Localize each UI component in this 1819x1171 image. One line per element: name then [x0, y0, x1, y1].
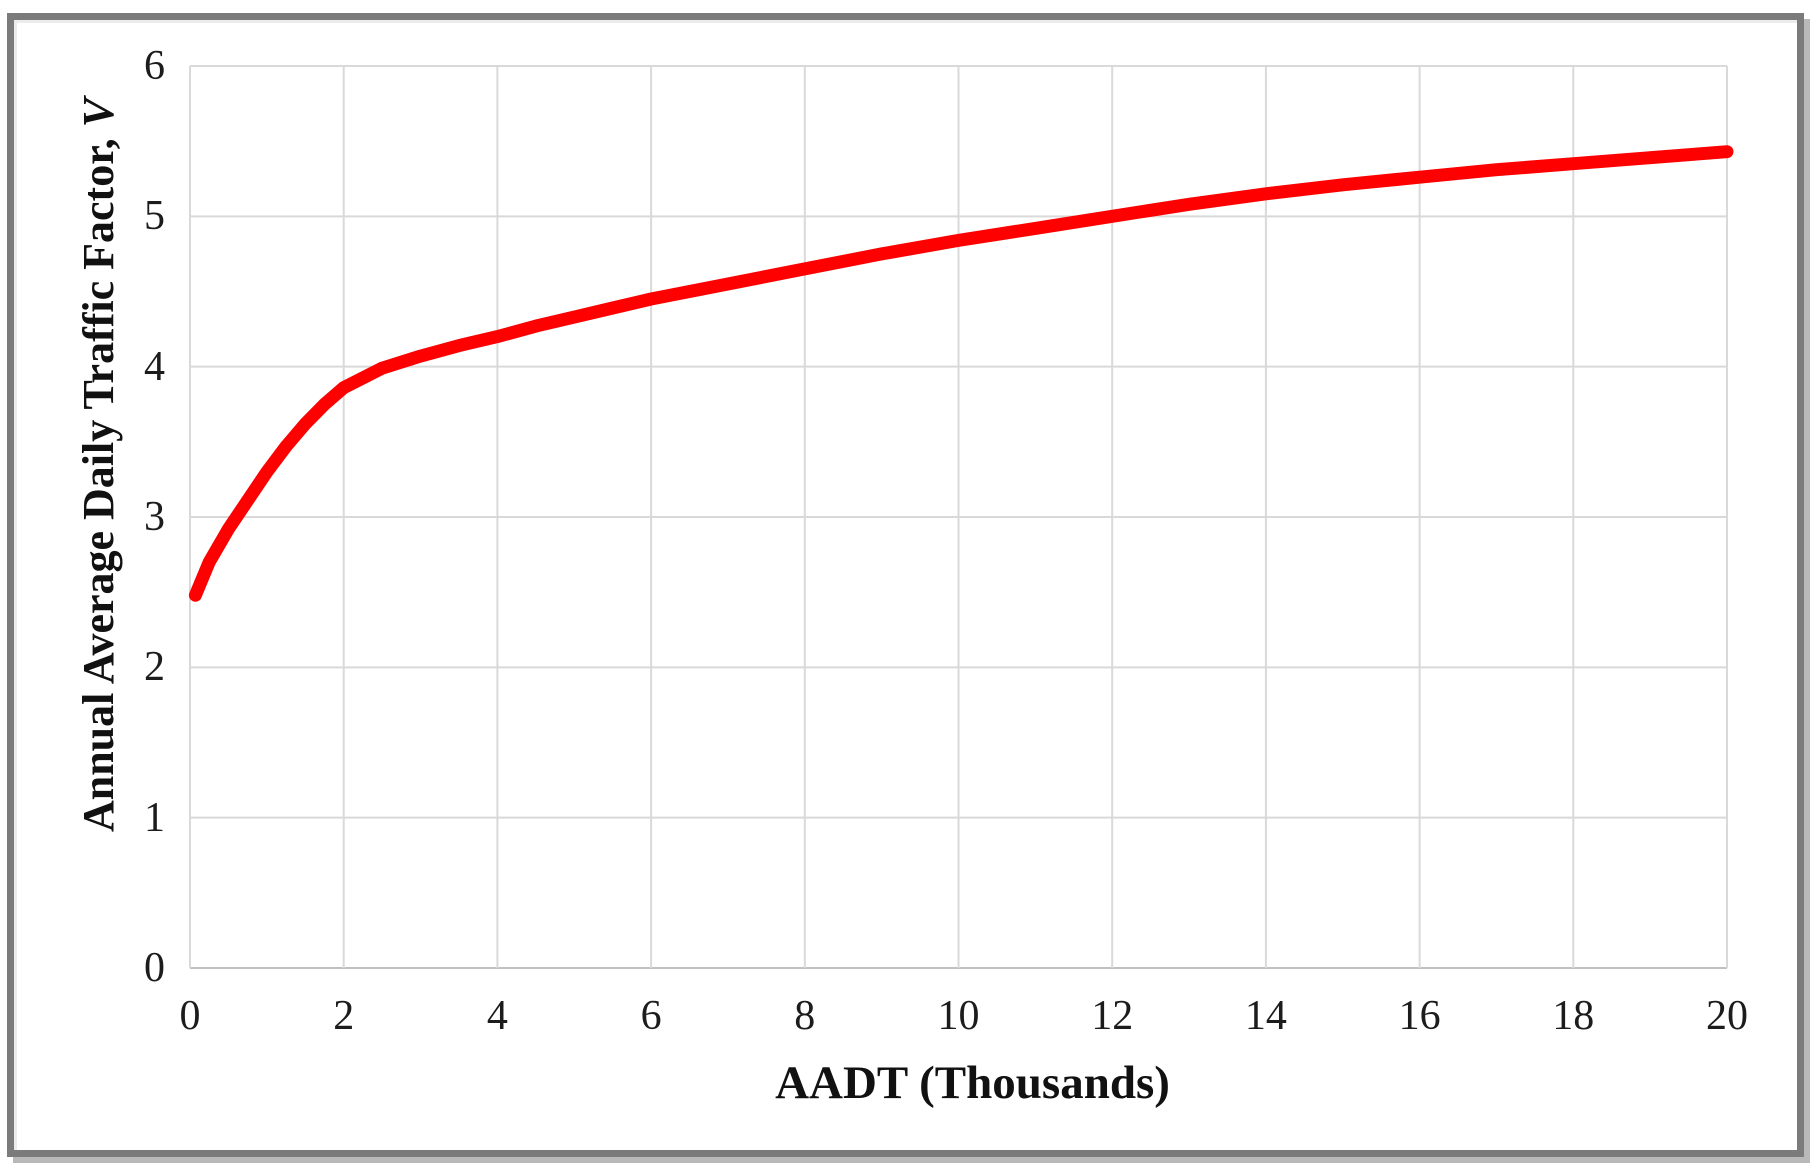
y-tick-label: 3 [144, 494, 165, 540]
x-tick-label: 18 [1552, 993, 1595, 1039]
y-tick-label: 1 [144, 794, 165, 841]
x-tick-label: 0 [179, 993, 201, 1039]
curve-series [188, 145, 1734, 602]
x-tick-label: 16 [1398, 993, 1441, 1039]
x-tick-label: 14 [1244, 993, 1287, 1039]
x-tick-label: 12 [1091, 993, 1134, 1039]
x-axis-title: AADT (Thousands) [775, 1057, 1170, 1109]
x-tick-label: 20 [1706, 993, 1748, 1039]
y-tick-label: 4 [144, 343, 165, 390]
x-tick-label: 8 [794, 993, 816, 1039]
x-tick-label: 2 [333, 993, 355, 1039]
y-tick-label: 0 [144, 945, 165, 991]
x-tick-label: 10 [937, 993, 980, 1039]
y-tick-label: 6 [144, 43, 165, 89]
figure-frame: Annual Average Daily Traffic Factor, V A… [7, 13, 1804, 1157]
x-tick-label: 6 [640, 993, 662, 1039]
y-tick-label: 2 [144, 644, 165, 691]
x-tick-label: 4 [486, 993, 508, 1039]
y-tick-label: 5 [144, 193, 165, 240]
